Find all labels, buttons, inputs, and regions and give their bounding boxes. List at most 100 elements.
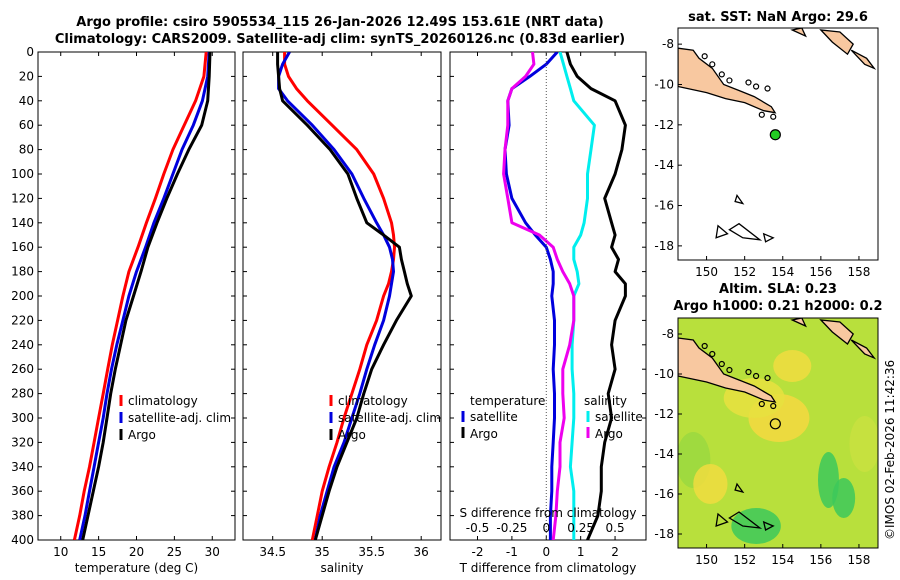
salinity-legend-label: climatology	[338, 394, 408, 408]
temperature-xlabel: temperature (deg C)	[75, 561, 198, 575]
salinity-axes-frame	[242, 51, 442, 541]
small-island	[726, 366, 733, 374]
argo-position-marker	[769, 418, 781, 430]
temperature-xtick-label: 20	[129, 545, 144, 559]
temperature-legend-label: climatology	[128, 394, 198, 408]
temperature-xtick-label: 10	[53, 545, 68, 559]
map_sla-ytick-label: -18	[654, 527, 674, 541]
depth-tick-label: 20	[19, 69, 34, 83]
small-island	[718, 360, 725, 368]
depth-tick-label: 380	[11, 509, 34, 523]
map_sst-xtick-label: 150	[695, 265, 718, 279]
salinity-xtick-label: 34.5	[259, 545, 286, 559]
depth-tick-label: 180	[11, 265, 34, 279]
island-coastline	[819, 29, 855, 56]
depth-tick-label: 0	[26, 45, 34, 59]
salinity-series-group	[276, 52, 413, 540]
temperature-panel: 0 20 40 60 80 100 120 140 160 180 200 220 240 260 280 3…	[11, 45, 236, 575]
temperature-xtick-label: 15	[91, 545, 106, 559]
figure-title-line2: Climatology: CARS2009. Satellite-adj cli…	[54, 32, 626, 47]
small-island	[758, 111, 765, 118]
map_sst-panel: 150 152 154 156 158 -8 -10 -12 -14 -16 -18	[654, 27, 879, 279]
depth-tick-label: 60	[19, 118, 34, 132]
differences-xtick-label: -2	[472, 545, 484, 559]
map_sst-frame	[677, 27, 879, 261]
island-coastline	[850, 49, 877, 70]
map_sst-xtick-label: 158	[847, 265, 870, 279]
reef-outline	[728, 222, 763, 241]
depth-tick-label: 340	[11, 460, 34, 474]
legend-temperature-argo: Argo	[470, 427, 498, 441]
legend-temperature-satellite: satellite	[470, 410, 518, 424]
small-island	[745, 79, 752, 86]
differences-series-group	[502, 52, 627, 540]
depth-tick-label: 80	[19, 143, 34, 157]
map_sst-ytick-label: -8	[662, 37, 674, 51]
new-guinea-coastline	[678, 337, 777, 403]
small-island	[752, 372, 760, 380]
map_sst-xtick-label: 154	[771, 265, 794, 279]
figure-title-line1: Argo profile: csiro 5905534_115 26-Jan-2…	[76, 15, 604, 30]
legend-salinity-argo: Argo	[595, 427, 623, 441]
sla-anomaly-patch	[731, 508, 781, 544]
reef-outline	[762, 232, 775, 243]
depth-tick-label: 160	[11, 240, 34, 254]
small-island	[770, 113, 777, 120]
temperature-legend-label: Argo	[128, 428, 156, 442]
depth-tick-label: 260	[11, 362, 34, 376]
reef-outline	[715, 224, 729, 239]
sst-map-title: sat. SST: NaN Argo: 29.6	[688, 10, 868, 25]
small-island	[752, 83, 760, 90]
sla-map-title-line2: Argo h1000: 0.21 h2000: 0.2	[673, 299, 883, 314]
salinity-legend-label: Argo	[338, 428, 366, 442]
map_sla-ytick-label: -12	[654, 407, 674, 421]
temperature-xtick-label: 30	[205, 545, 220, 559]
depth-tick-label: 40	[19, 94, 34, 108]
small-island	[758, 400, 765, 408]
map_sst-ytick-label: -16	[654, 199, 674, 213]
small-island	[718, 71, 725, 78]
sla-map-title-line1: Altim. SLA: 0.23	[719, 282, 837, 297]
island-coastline	[819, 319, 855, 345]
small-island	[709, 350, 716, 358]
map_sla-ytick-label: -10	[654, 367, 674, 381]
series-t-satellite	[558, 52, 596, 540]
map_sla-ytick-label: -14	[654, 447, 674, 461]
differences-xlabel: T difference from climatology	[459, 561, 637, 575]
sla-anomaly-patch	[832, 478, 856, 518]
map_sst-xtick-label: 156	[809, 265, 832, 279]
map_sla-xtick-label: 152	[733, 553, 756, 567]
series-temperature-argo	[81, 52, 212, 540]
s-diff-tick-label: 0	[542, 521, 550, 535]
series-salinity-argo	[276, 52, 413, 540]
differences-axes-frame	[449, 51, 647, 541]
legend-salinity-title: salinity	[584, 394, 627, 408]
salinity-panel: 34.5 35 35.5 36 salinity climatology satellite…	[242, 51, 442, 575]
s-diff-tick-label: 0.25	[567, 521, 594, 535]
salinity-xtick-label: 36	[414, 545, 429, 559]
argo-position-marker	[769, 129, 781, 141]
map_sst-content	[678, 28, 878, 260]
reef-outline	[734, 193, 745, 205]
small-island	[701, 53, 708, 60]
temperature-series-group	[72, 52, 212, 540]
map_sst-ytick-label: -12	[654, 118, 674, 132]
differences-xtick-label: 2	[611, 545, 619, 559]
new-guinea-coastline	[678, 47, 777, 114]
s-diff-tick-label: -0.25	[496, 521, 527, 535]
s-diff-tick-label: -0.5	[466, 521, 489, 535]
legend-salinity-satellite: satellite	[595, 410, 643, 424]
series-t-argo	[565, 52, 627, 540]
series-s-argo	[502, 52, 576, 540]
small-island	[745, 368, 752, 376]
series-temperature-satellite-adj-clim	[78, 52, 211, 540]
map_sla-content	[678, 318, 878, 548]
s-diff-axis-label: S difference from climatology	[460, 506, 637, 520]
series-temperature-climatology	[72, 52, 208, 540]
depth-tick-label: 140	[11, 216, 34, 230]
differences-panel: -2 -1 0 1 2 T difference from climatology -0.5…	[449, 51, 647, 575]
map_sla-ytick-label: -16	[654, 487, 674, 501]
map_sla-ytick-label: -8	[662, 327, 674, 341]
sla-anomaly-patch	[693, 464, 728, 504]
differences-xtick-label: 0	[542, 545, 550, 559]
